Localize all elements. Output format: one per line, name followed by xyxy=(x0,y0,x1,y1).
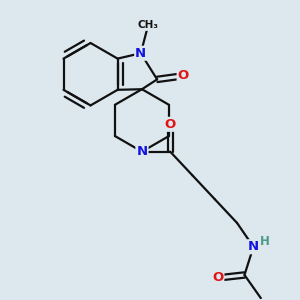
Text: O: O xyxy=(178,69,189,82)
Text: N: N xyxy=(135,47,146,60)
Text: O: O xyxy=(165,118,176,131)
Text: N: N xyxy=(136,145,148,158)
Text: N: N xyxy=(248,240,259,253)
Text: O: O xyxy=(212,272,224,284)
Text: CH₃: CH₃ xyxy=(138,20,159,30)
Text: H: H xyxy=(260,235,270,248)
